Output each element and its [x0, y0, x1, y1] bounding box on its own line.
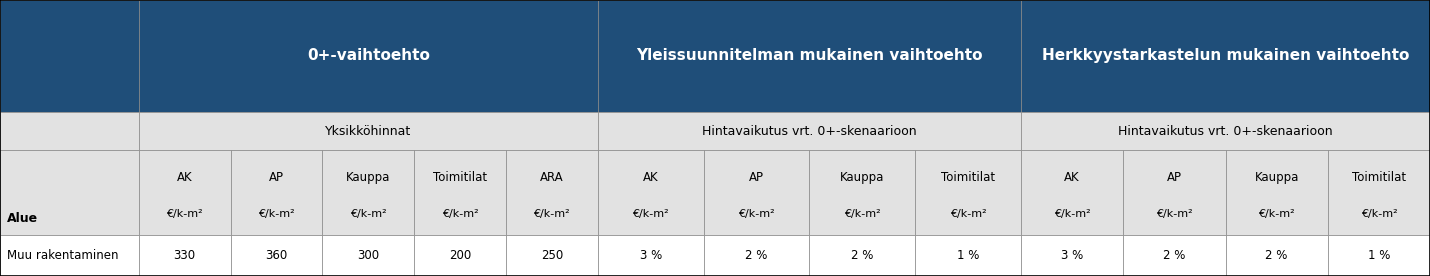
Bar [1021, 235, 1123, 276]
Text: 330: 330 [173, 249, 196, 262]
Text: Toimitilat: Toimitilat [433, 171, 488, 184]
Bar [0, 0, 139, 112]
Text: 2 %: 2 % [1266, 249, 1288, 262]
Text: €/k-m²: €/k-m² [1258, 209, 1296, 219]
Bar [0, 235, 139, 276]
Bar [506, 150, 598, 235]
Bar [415, 235, 506, 276]
Bar [506, 235, 598, 276]
Bar [809, 150, 915, 235]
Bar [139, 112, 598, 150]
Text: €/k-m²: €/k-m² [533, 209, 571, 219]
Bar [322, 150, 415, 235]
Text: 1 %: 1 % [1367, 249, 1390, 262]
Text: Kauppa: Kauppa [839, 171, 885, 184]
Text: Toimitilat: Toimitilat [941, 171, 995, 184]
Text: €/k-m²: €/k-m² [632, 209, 669, 219]
Bar [1327, 235, 1430, 276]
Bar [915, 235, 1021, 276]
Text: €/k-m²: €/k-m² [1054, 209, 1091, 219]
Bar [915, 150, 1021, 235]
Text: Kauppa: Kauppa [346, 171, 390, 184]
Text: 250: 250 [541, 249, 563, 262]
Text: Hintavaikutus vrt. 0+-skenaarioon: Hintavaikutus vrt. 0+-skenaarioon [1118, 124, 1333, 138]
Text: 360: 360 [266, 249, 287, 262]
Text: Hintavaikutus vrt. 0+-skenaarioon: Hintavaikutus vrt. 0+-skenaarioon [702, 124, 917, 138]
Bar [1327, 150, 1430, 235]
Text: Yleissuunnitelman mukainen vaihtoehto: Yleissuunnitelman mukainen vaihtoehto [636, 48, 982, 63]
Bar [139, 150, 230, 235]
Bar [322, 235, 415, 276]
Bar [1021, 150, 1123, 235]
Text: Muu rakentaminen: Muu rakentaminen [7, 249, 119, 262]
Text: AP: AP [269, 171, 285, 184]
Text: 300: 300 [358, 249, 379, 262]
Bar [704, 235, 809, 276]
Bar [1123, 150, 1226, 235]
Bar [598, 0, 1021, 112]
Text: 3 %: 3 % [1061, 249, 1084, 262]
Text: AP: AP [749, 171, 764, 184]
Bar [415, 150, 506, 235]
Bar [1226, 150, 1328, 235]
Text: ARA: ARA [541, 171, 563, 184]
Text: Herkkyystarkastelun mukainen vaihtoehto: Herkkyystarkastelun mukainen vaihtoehto [1042, 48, 1409, 63]
Bar [598, 112, 1021, 150]
Text: AK: AK [644, 171, 658, 184]
Bar [139, 0, 598, 112]
Text: 0+-vaihtoehto: 0+-vaihtoehto [307, 48, 429, 63]
Text: AK: AK [177, 171, 193, 184]
Text: 2 %: 2 % [1163, 249, 1185, 262]
Bar [230, 235, 322, 276]
Text: Yksikköhinnat: Yksikköhinnat [325, 124, 412, 138]
Bar [809, 235, 915, 276]
Text: €/k-m²: €/k-m² [166, 209, 203, 219]
Text: AK: AK [1064, 171, 1080, 184]
Bar [598, 150, 704, 235]
Bar [0, 150, 139, 235]
Text: €/k-m²: €/k-m² [844, 209, 881, 219]
Text: €/k-m²: €/k-m² [442, 209, 479, 219]
Bar [1226, 235, 1328, 276]
Text: €/k-m²: €/k-m² [1155, 209, 1193, 219]
Text: 3 %: 3 % [639, 249, 662, 262]
Bar [0, 112, 139, 150]
Text: Kauppa: Kauppa [1254, 171, 1298, 184]
Bar [598, 235, 704, 276]
Text: Toimitilat: Toimitilat [1351, 171, 1406, 184]
Text: 2 %: 2 % [851, 249, 874, 262]
Text: Alue: Alue [7, 212, 39, 225]
Text: 1 %: 1 % [957, 249, 980, 262]
Text: 2 %: 2 % [745, 249, 768, 262]
Bar [1123, 235, 1226, 276]
Text: 200: 200 [449, 249, 470, 262]
Text: €/k-m²: €/k-m² [950, 209, 987, 219]
Bar [230, 150, 322, 235]
Bar [1021, 112, 1430, 150]
Text: €/k-m²: €/k-m² [738, 209, 775, 219]
Text: €/k-m²: €/k-m² [257, 209, 295, 219]
Bar [704, 150, 809, 235]
Text: €/k-m²: €/k-m² [1360, 209, 1397, 219]
Text: €/k-m²: €/k-m² [350, 209, 386, 219]
Text: AP: AP [1167, 171, 1181, 184]
Bar [1021, 0, 1430, 112]
Bar [139, 235, 230, 276]
